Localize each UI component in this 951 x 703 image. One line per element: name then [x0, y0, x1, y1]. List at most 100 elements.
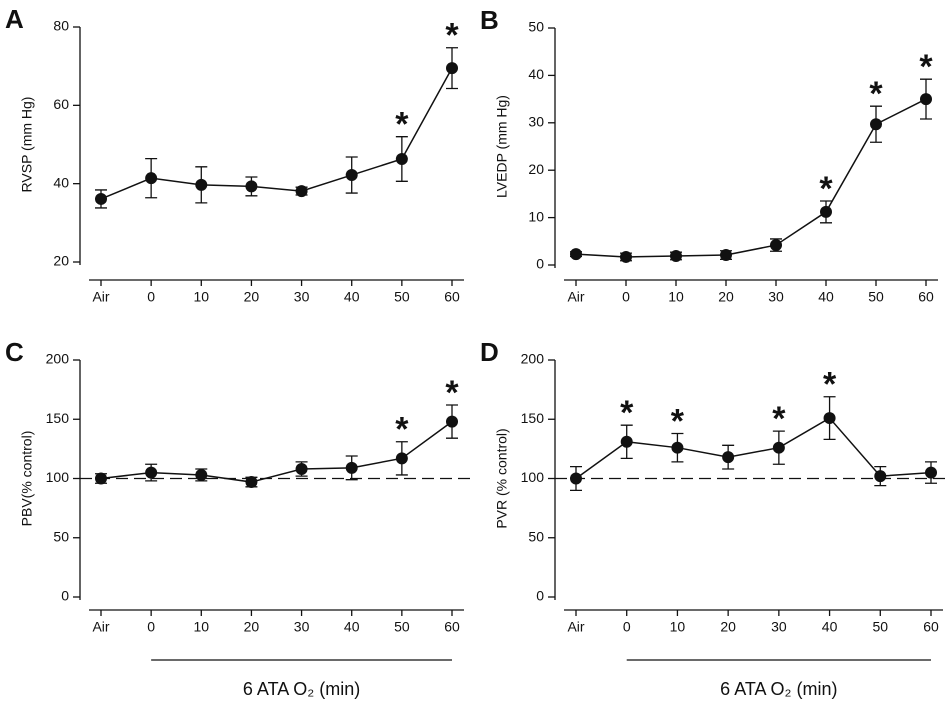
y-tick-label: 30 — [528, 114, 544, 130]
x-tick-label: 50 — [394, 289, 410, 305]
data-point — [245, 180, 258, 193]
y-tick-label: 50 — [528, 19, 544, 35]
y-tick-label: 40 — [53, 174, 69, 190]
x-tick-label: 10 — [670, 619, 686, 635]
x-tick-label: 10 — [668, 289, 684, 305]
x-tick-label: 10 — [193, 289, 209, 305]
panel-label: C — [5, 337, 24, 367]
data-point — [620, 435, 633, 448]
y-axis-label: LVEDP (mm Hg) — [494, 95, 510, 198]
data-point — [446, 415, 458, 428]
significance-marker: * — [395, 411, 409, 449]
x-tick-label: Air — [567, 289, 584, 305]
data-point — [874, 470, 887, 483]
significance-marker: * — [671, 402, 685, 440]
x-tick-label: 30 — [771, 619, 787, 635]
data-line — [575, 417, 932, 480]
data-point — [671, 441, 684, 454]
x-tick-label: 10 — [193, 619, 209, 635]
y-tick-label: 10 — [528, 208, 544, 224]
data-point — [295, 185, 308, 198]
data-point — [446, 62, 458, 75]
x-tick-label: 40 — [344, 289, 360, 305]
data-point — [95, 472, 107, 485]
x-tick-label: 20 — [718, 289, 734, 305]
y-tick-label: 200 — [521, 351, 545, 367]
x-tick-label: 60 — [444, 619, 460, 635]
panel-label: D — [480, 337, 499, 367]
x-tick-label: 60 — [923, 619, 939, 635]
y-tick-label: 100 — [46, 469, 70, 485]
y-axis-label: RVSP (mm Hg) — [19, 97, 35, 193]
data-point — [295, 463, 308, 476]
panel-label: A — [5, 4, 24, 34]
data-point — [925, 466, 937, 479]
data-point — [95, 192, 107, 205]
x-tick-label: 60 — [918, 289, 934, 305]
data-point — [245, 476, 258, 489]
x-tick-label: 50 — [868, 289, 884, 305]
x-tick-label: 50 — [394, 619, 410, 635]
data-point — [870, 118, 882, 131]
x-tick-label: 30 — [294, 619, 310, 635]
x-tick-label: 20 — [244, 289, 260, 305]
x-tick-label: 0 — [147, 289, 155, 305]
y-tick-label: 50 — [528, 528, 544, 544]
data-point — [620, 250, 632, 263]
significance-marker: * — [445, 17, 459, 55]
data-line — [575, 98, 927, 258]
data-point — [570, 248, 582, 261]
data-point — [145, 466, 158, 479]
x-tick-label: Air — [92, 289, 109, 305]
x-tick-label: 40 — [822, 619, 838, 635]
x-tick-label: Air — [92, 619, 109, 635]
y-tick-label: 200 — [46, 351, 70, 367]
data-line — [100, 421, 453, 483]
data-point — [920, 93, 932, 106]
y-tick-label: 40 — [528, 66, 544, 82]
x-tick-label: 40 — [818, 289, 834, 305]
x-axis-label: 6 ATA O₂ (min) — [243, 679, 360, 699]
y-tick-label: 20 — [53, 253, 69, 269]
x-axis-label: 6 ATA O₂ (min) — [720, 679, 837, 699]
data-line — [100, 67, 453, 200]
y-tick-label: 0 — [61, 588, 69, 604]
significance-marker: * — [919, 48, 933, 86]
x-tick-label: 30 — [768, 289, 784, 305]
data-point — [195, 468, 208, 481]
y-axis-label: PVR (% control) — [494, 428, 510, 528]
x-tick-label: 20 — [244, 619, 260, 635]
y-tick-label: 20 — [528, 161, 544, 177]
significance-marker: * — [620, 394, 634, 432]
significance-marker: * — [772, 400, 786, 438]
significance-marker: * — [819, 170, 833, 208]
y-tick-label: 0 — [536, 588, 544, 604]
x-tick-label: 30 — [294, 289, 310, 305]
data-point — [823, 412, 836, 425]
data-point — [195, 178, 208, 191]
significance-marker: * — [869, 75, 883, 113]
y-tick-label: 0 — [536, 256, 544, 272]
y-tick-label: 100 — [521, 469, 545, 485]
x-tick-label: 50 — [872, 619, 888, 635]
data-point — [720, 249, 732, 262]
x-tick-label: 40 — [344, 619, 360, 635]
y-tick-label: 150 — [521, 410, 545, 426]
y-axis-label: PBV(% control) — [19, 431, 35, 527]
data-point — [772, 441, 785, 454]
significance-marker: * — [823, 366, 837, 404]
significance-marker: * — [395, 106, 409, 144]
y-tick-label: 60 — [53, 96, 69, 112]
x-tick-label: 0 — [147, 619, 155, 635]
data-point — [395, 452, 408, 465]
data-point — [770, 239, 782, 252]
data-point — [395, 152, 408, 165]
y-tick-label: 50 — [53, 528, 69, 544]
significance-marker: * — [445, 374, 459, 412]
data-point — [145, 172, 158, 185]
data-point — [820, 205, 832, 218]
data-point — [345, 461, 358, 474]
x-tick-label: 0 — [623, 619, 631, 635]
data-point — [570, 472, 582, 485]
